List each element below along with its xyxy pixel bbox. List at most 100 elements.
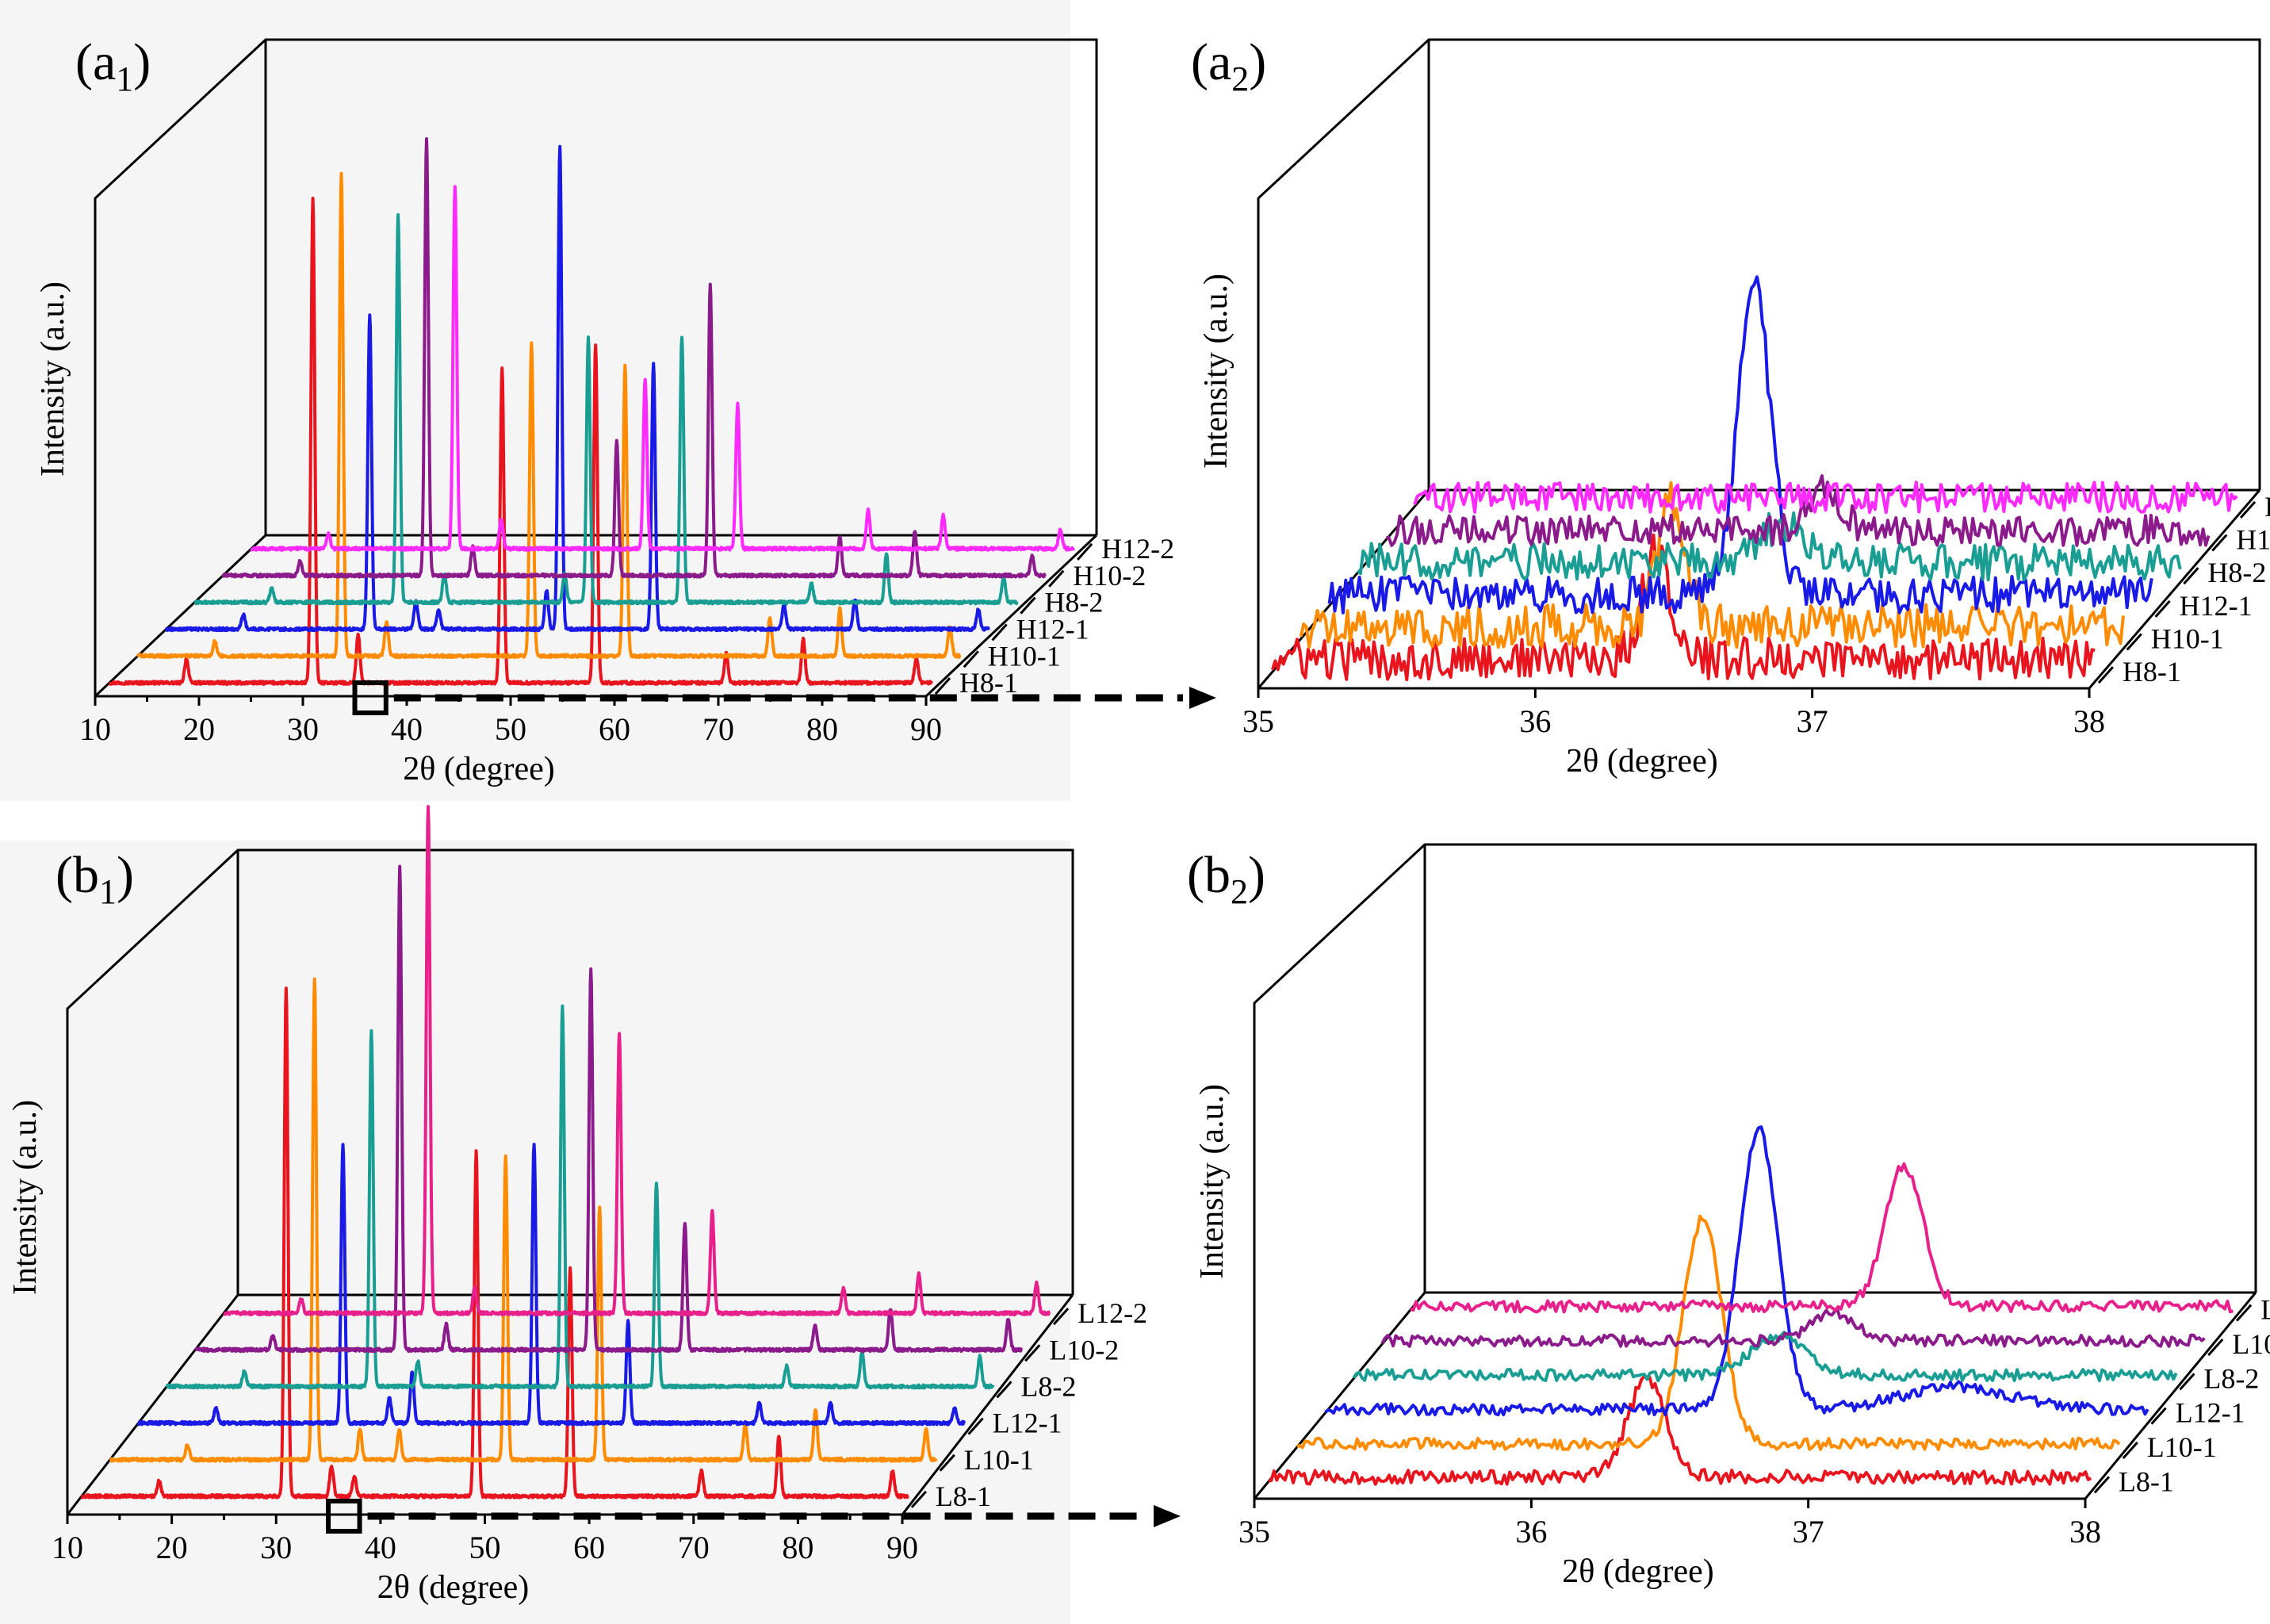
series-label-h8-1: H8-1 bbox=[2123, 656, 2181, 688]
series-trace-l12-1 bbox=[1324, 1125, 2149, 1417]
series-end-tick bbox=[1076, 542, 1093, 561]
panel-label-close: ) bbox=[1248, 846, 1265, 904]
axis-floor-left-edge bbox=[1253, 1292, 1426, 1500]
series-label-l12-1: L12-1 bbox=[993, 1408, 1062, 1439]
x-tick-label: 37 bbox=[1793, 1514, 1824, 1549]
x-tick-label: 30 bbox=[260, 1530, 292, 1565]
x-tick-label: 80 bbox=[806, 711, 838, 747]
series-trace-h8-1 bbox=[1270, 533, 2096, 682]
panel-label-main: (a bbox=[1191, 33, 1231, 91]
y-axis-label: Intensity (a.u.) bbox=[35, 282, 71, 477]
panel-label-main: (b bbox=[56, 846, 99, 904]
series-trace-l8-2 bbox=[1352, 1331, 2178, 1383]
series-trace-h8-2 bbox=[1356, 511, 2182, 582]
series-trace-l12-1 bbox=[136, 1143, 967, 1427]
series-end-tick bbox=[1048, 569, 1065, 588]
series-label-h12-1: H12-1 bbox=[2180, 590, 2253, 622]
series-end-tick bbox=[1024, 1344, 1041, 1362]
series-trace-l10-2 bbox=[193, 864, 1024, 1354]
series-end-tick bbox=[963, 650, 979, 668]
series-end-tick bbox=[2179, 1373, 2195, 1391]
x-tick-label: 70 bbox=[678, 1530, 710, 1565]
panel-label-close: ) bbox=[133, 33, 151, 91]
series-trace-l10-1 bbox=[1296, 1214, 2121, 1451]
x-tick-label: 90 bbox=[910, 711, 942, 747]
y-axis-label: Intensity (a.u.) bbox=[7, 1100, 44, 1295]
panel-label-close: ) bbox=[1249, 33, 1266, 91]
y-axis-label: Intensity (a.u.) bbox=[1194, 1084, 1231, 1279]
panel-label: (b1) bbox=[56, 846, 134, 911]
x-tick-label: 50 bbox=[495, 711, 526, 747]
series-end-tick bbox=[2183, 567, 2199, 585]
series-label-l12-1: L12-1 bbox=[2176, 1397, 2245, 1429]
series-label-l10-1: L10-1 bbox=[2147, 1431, 2217, 1463]
series-trace-h8-2 bbox=[193, 213, 1019, 606]
x-tick-label: 20 bbox=[183, 711, 215, 747]
series-trace-h12-1 bbox=[164, 144, 990, 633]
x-tick-label: 20 bbox=[156, 1530, 188, 1565]
series-trace-h8-1 bbox=[108, 197, 933, 686]
series-end-tick bbox=[2122, 1441, 2138, 1460]
x-tick-label: 35 bbox=[1242, 703, 1274, 739]
series-trace-l12-2 bbox=[222, 805, 1051, 1316]
x-tick-label: 10 bbox=[79, 711, 111, 747]
series-trace-l12-2 bbox=[1410, 1162, 2234, 1314]
series-label-h12-2: H12-2 bbox=[1101, 533, 1174, 565]
series-end-tick bbox=[1052, 1308, 1070, 1326]
axis-floor-left-edge bbox=[66, 1294, 239, 1515]
panel-label: (b2) bbox=[1187, 846, 1265, 911]
series-end-tick bbox=[2207, 1338, 2224, 1357]
series-trace-l8-2 bbox=[165, 1004, 995, 1390]
zoom-arrows-layer bbox=[326, 680, 1216, 1534]
x-axis-label: 2θ (degree) bbox=[377, 1569, 530, 1606]
panel-label-subscript: 1 bbox=[99, 872, 117, 911]
series-label-h10-1: H10-1 bbox=[2151, 623, 2224, 655]
series-label-l10-1: L10-1 bbox=[964, 1444, 1034, 1476]
series-trace-h10-1 bbox=[1299, 481, 2125, 649]
series-trace-l8-1 bbox=[80, 986, 909, 1500]
series-label-l8-1: L8-1 bbox=[2119, 1465, 2174, 1497]
series-trace-h12-1 bbox=[1327, 275, 2153, 615]
series-label-l10-2: L10-2 bbox=[2232, 1328, 2270, 1360]
series-end-tick bbox=[2239, 500, 2257, 519]
panel-label-main: (a bbox=[75, 33, 116, 91]
x-tick-label: 36 bbox=[1515, 1514, 1547, 1549]
series-end-tick bbox=[910, 1490, 928, 1508]
series-trace-h10-2 bbox=[1386, 474, 2211, 547]
panel-label-subscript: 1 bbox=[116, 59, 133, 98]
panel-label-close: ) bbox=[117, 846, 134, 904]
x-tick-label: 90 bbox=[886, 1530, 918, 1565]
series-end-tick bbox=[967, 1417, 984, 1435]
x-tick-label: 10 bbox=[52, 1530, 83, 1565]
x-tick-label: 60 bbox=[573, 1530, 605, 1565]
series-end-tick bbox=[2150, 1407, 2167, 1425]
series-trace-h10-2 bbox=[221, 137, 1047, 579]
series-end-tick bbox=[2211, 534, 2228, 552]
series-label-h10-2: H10-2 bbox=[1073, 560, 1146, 592]
series-end-tick bbox=[2097, 666, 2115, 684]
panel-label-subscript: 2 bbox=[1231, 59, 1249, 98]
x-tick-label: 38 bbox=[2069, 1514, 2101, 1549]
x-tick-label: 38 bbox=[2073, 703, 2105, 739]
x-tick-label: 30 bbox=[287, 711, 319, 747]
x-axis-label: 2θ (degree) bbox=[403, 751, 555, 787]
panel-label-subscript: 2 bbox=[1231, 872, 1248, 911]
series-trace-h12-2 bbox=[250, 185, 1076, 552]
panel-b1: L8-1 L10-1 L12-1 L8-2 L10-2 L12-2 10 20 30 40 50 60… bbox=[7, 805, 1147, 1606]
x-tick-label: 35 bbox=[1238, 1514, 1270, 1549]
x-tick-label: 37 bbox=[1797, 703, 1828, 739]
series-label-h8-2: H8-2 bbox=[1044, 587, 1103, 619]
panel-label-main: (b bbox=[1187, 846, 1231, 904]
panel-label: (a2) bbox=[1191, 33, 1266, 98]
zoom-box-b1 bbox=[326, 1499, 362, 1534]
series-label-l10-2: L10-2 bbox=[1049, 1334, 1119, 1365]
x-axis-label: 2θ (degree) bbox=[1566, 743, 1718, 779]
series-label-h10-2: H10-2 bbox=[2236, 524, 2270, 556]
x-tick-label: 80 bbox=[782, 1530, 813, 1565]
zoom-arrow-head-b1 bbox=[1154, 1505, 1181, 1527]
